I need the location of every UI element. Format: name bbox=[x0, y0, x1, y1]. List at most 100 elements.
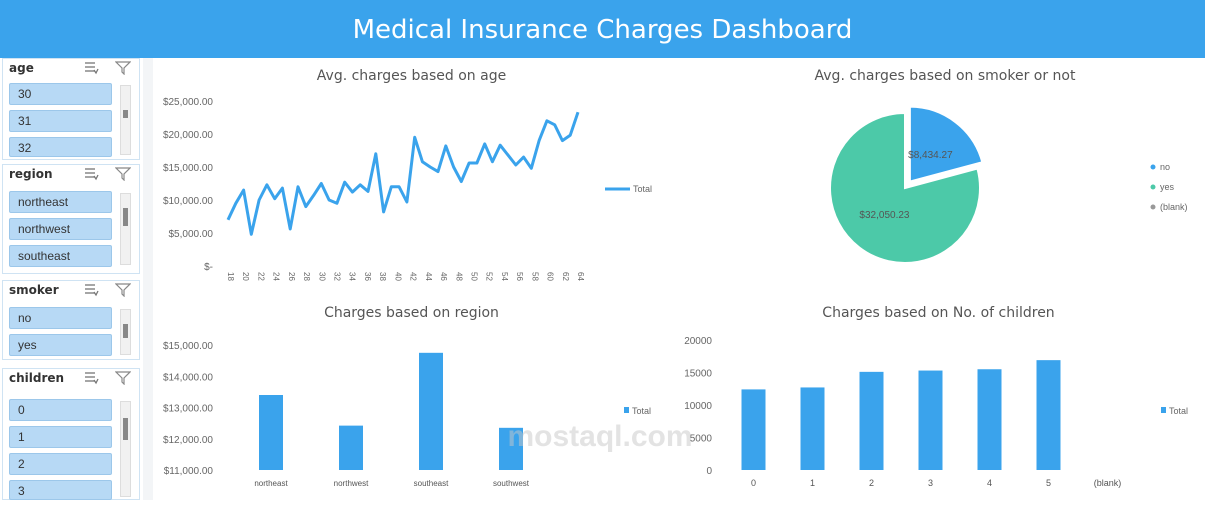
slicer-item[interactable]: 30 bbox=[9, 83, 112, 105]
x-tick-label: 62 bbox=[561, 272, 570, 281]
bar-southeast bbox=[419, 352, 443, 470]
clear-filter-icon[interactable] bbox=[115, 167, 131, 181]
y-tick-label: 20000 bbox=[684, 336, 712, 347]
slicer-item[interactable]: no bbox=[9, 307, 112, 329]
chart-title: Avg. charges based on smoker or not bbox=[814, 68, 1076, 84]
x-tick-label: 44 bbox=[424, 272, 433, 281]
x-tick-label: 60 bbox=[546, 272, 555, 281]
x-tick-label: 46 bbox=[439, 272, 448, 281]
slicer-scrollbar[interactable] bbox=[120, 309, 131, 355]
legend-swatch bbox=[1150, 204, 1156, 210]
x-tick-label: 1 bbox=[810, 478, 815, 488]
clear-filter-icon[interactable] bbox=[115, 371, 131, 385]
x-tick-label: southwest bbox=[493, 479, 530, 488]
scroll-thumb[interactable] bbox=[123, 324, 128, 338]
x-tick-label: 24 bbox=[272, 272, 281, 281]
slicer-item[interactable]: 32 bbox=[9, 137, 112, 157]
slicer-panel: age 30 31 32 region northeast northwest … bbox=[0, 58, 143, 500]
x-tick-label: 36 bbox=[363, 272, 372, 281]
y-tick-label: 15000 bbox=[684, 369, 712, 380]
slicer-region: region northeast northwest southeast bbox=[2, 164, 140, 274]
x-tick-label: 3 bbox=[928, 478, 933, 488]
slicer-item[interactable]: yes bbox=[9, 334, 112, 356]
slicer-item[interactable]: northeast bbox=[9, 191, 112, 213]
x-tick-label: 26 bbox=[287, 272, 296, 281]
slicer-item[interactable]: southeast bbox=[9, 245, 112, 267]
x-tick-label: southeast bbox=[414, 479, 449, 488]
x-tick-label: 20 bbox=[241, 272, 250, 281]
legend-swatch bbox=[1161, 407, 1166, 413]
slicer-item[interactable]: 0 bbox=[9, 399, 112, 421]
clear-filter-icon[interactable] bbox=[115, 61, 131, 75]
bar-2 bbox=[859, 371, 884, 470]
chart-age-line: Avg. charges based on age $25,000.00 $20,… bbox=[153, 58, 670, 290]
chart-children-bar: Charges based on No. of children 20000 15… bbox=[672, 295, 1205, 500]
legend-label: (blank) bbox=[1160, 202, 1188, 212]
y-tick-label: $11,000.00 bbox=[164, 466, 214, 477]
multi-select-icon[interactable] bbox=[83, 371, 99, 385]
chart-title: Charges based on region bbox=[324, 305, 499, 321]
x-tick-label: northwest bbox=[334, 479, 369, 488]
watermark-text: mostaql.com bbox=[507, 420, 693, 453]
multi-select-icon[interactable] bbox=[83, 61, 99, 75]
slicer-scrollbar[interactable] bbox=[120, 85, 131, 155]
bar-3 bbox=[918, 370, 943, 470]
chart-region-bar: Charges based on region $15,000.00 $14,00… bbox=[153, 295, 670, 500]
slicer-smoker: smoker no yes bbox=[2, 280, 140, 360]
legend-swatch bbox=[1150, 164, 1156, 170]
x-tick-label: northeast bbox=[254, 479, 288, 488]
slicer-scrollbar[interactable] bbox=[120, 193, 131, 265]
x-tick-label: 38 bbox=[378, 272, 387, 281]
bar-northeast bbox=[259, 395, 283, 470]
y-tick-label: $5,000.00 bbox=[169, 229, 214, 240]
page-title: Medical Insurance Charges Dashboard bbox=[352, 15, 853, 45]
y-tick-label: 10000 bbox=[684, 401, 712, 412]
scroll-thumb[interactable] bbox=[123, 418, 128, 440]
y-tick-label: $15,000.00 bbox=[163, 341, 213, 352]
smoker-pie-svg: $8,434.27 $32,050.23 no yes (blank) bbox=[829, 105, 1188, 264]
legend-label: Total bbox=[632, 406, 651, 416]
legend-label: Total bbox=[1169, 406, 1188, 416]
watermark: mostaql.com bbox=[500, 420, 700, 490]
x-tick-label: 32 bbox=[333, 272, 342, 281]
age-line-svg: $25,000.00 $20,000.00 $15,000.00 $10,000.00… bbox=[163, 97, 652, 281]
slicer-item[interactable]: northwest bbox=[9, 218, 112, 240]
x-tick-label: 22 bbox=[256, 272, 265, 281]
x-tick-label: 40 bbox=[393, 272, 402, 281]
y-tick-label: $25,000.00 bbox=[163, 97, 213, 108]
multi-select-icon[interactable] bbox=[83, 167, 99, 181]
x-tick-label: 34 bbox=[348, 272, 357, 281]
slicer-item[interactable]: 31 bbox=[9, 110, 112, 132]
legend-label: Total bbox=[633, 184, 652, 194]
y-tick-label: $14,000.00 bbox=[163, 372, 213, 383]
clear-filter-icon[interactable] bbox=[115, 283, 131, 297]
y-tick-label: $10,000.00 bbox=[163, 196, 213, 207]
y-tick-label: 0 bbox=[706, 466, 712, 477]
x-tick-label: 52 bbox=[485, 272, 494, 281]
x-tick-label: 42 bbox=[409, 272, 418, 281]
x-tick-label: 64 bbox=[576, 272, 585, 281]
bar-southwest bbox=[499, 427, 523, 470]
x-tick-label: 0 bbox=[751, 478, 756, 488]
slicer-item[interactable]: 2 bbox=[9, 453, 112, 475]
y-tick-label: 5000 bbox=[690, 434, 713, 445]
scroll-thumb[interactable] bbox=[123, 110, 128, 118]
slicer-children: children 0 1 2 3 bbox=[2, 368, 140, 500]
multi-select-icon[interactable] bbox=[83, 283, 99, 297]
y-tick-label: $- bbox=[204, 262, 213, 273]
legend-swatch bbox=[624, 407, 629, 413]
scroll-thumb[interactable] bbox=[123, 208, 128, 226]
slicer-scrollbar[interactable] bbox=[120, 401, 131, 497]
chart-title: Avg. charges based on age bbox=[316, 68, 507, 84]
pie-slice-no bbox=[908, 105, 984, 183]
slicer-item[interactable]: 3 bbox=[9, 480, 112, 500]
chart-smoker-pie: Avg. charges based on smoker or not $8,4… bbox=[685, 58, 1205, 290]
bar-5 bbox=[1036, 360, 1061, 470]
pie-slice-yes bbox=[829, 111, 981, 264]
slicer-item[interactable]: 1 bbox=[9, 426, 112, 448]
x-tick-label: 30 bbox=[317, 272, 326, 281]
panel-divider bbox=[143, 58, 153, 500]
y-tick-label: $12,000.00 bbox=[163, 435, 213, 446]
slicer-title-region: region bbox=[9, 167, 53, 181]
slicer-age: age 30 31 32 bbox=[2, 58, 140, 160]
